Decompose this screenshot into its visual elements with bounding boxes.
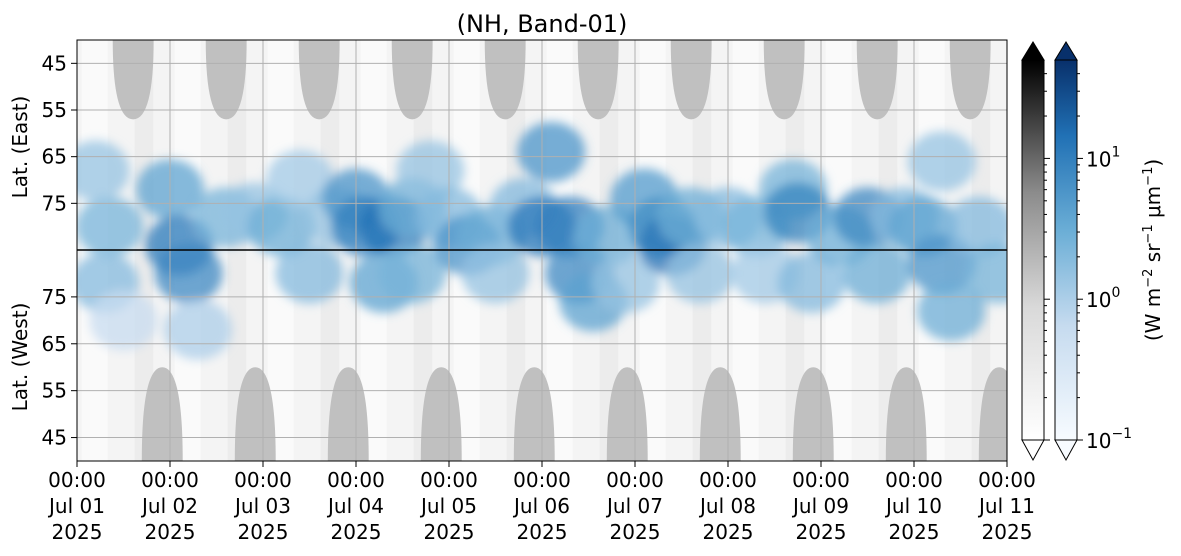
x-tick-date: Jul 09 [791, 494, 849, 518]
radiance-blob [89, 290, 158, 351]
x-tick-date: Jul 05 [419, 494, 477, 518]
colorbar-grey-body [1021, 59, 1045, 441]
radiance-blob [247, 196, 316, 257]
daytime-arc-east [856, 40, 898, 120]
x-tick-year: 2025 [424, 520, 475, 544]
x-tick-year: 2025 [145, 520, 196, 544]
daytime-arc-east [949, 40, 991, 120]
daytime-arc-east [577, 40, 619, 120]
x-tick-year: 2025 [517, 520, 568, 544]
y-tick-label: 45 [42, 426, 67, 450]
colorbar-grey [1021, 41, 1045, 462]
radiance-blob [275, 243, 344, 304]
x-tick-date: Jul 06 [512, 494, 570, 518]
colorbar-tick-label: 101 [1086, 144, 1120, 171]
radiance-blob [777, 252, 846, 313]
x-tick-time: 00:00 [606, 468, 664, 492]
x-tick-year: 2025 [796, 520, 847, 544]
x-tick-time: 00:00 [513, 468, 571, 492]
x-tick-time: 00:00 [48, 468, 106, 492]
x-tick-year: 2025 [703, 520, 754, 544]
x-tick-date: Jul 02 [140, 494, 198, 518]
radiance-blob [377, 243, 446, 304]
x-tick-date: Jul 10 [884, 494, 942, 518]
y-label-west: Lat. (West) [8, 303, 32, 412]
x-tick-time: 00:00 [699, 468, 757, 492]
radiance-blob [461, 243, 530, 304]
x-tick-date: Jul 08 [698, 494, 756, 518]
daytime-arc-east [484, 40, 526, 120]
colorbar-blue [1054, 41, 1078, 462]
y-tick-label: 65 [42, 332, 67, 356]
radiance-blob [163, 299, 232, 360]
radiance-blob [963, 243, 1007, 304]
colorbar-tick-label: 10−1 [1086, 426, 1132, 453]
colorbar-blue-extend-bottom [1054, 439, 1078, 462]
colorbar-tick-label: 100 [1086, 285, 1120, 312]
y-tick-label: 75 [42, 191, 67, 215]
x-tick-year: 2025 [52, 520, 103, 544]
x-tick-time: 00:00 [978, 468, 1036, 492]
daytime-arc-east [112, 40, 154, 120]
x-tick-date: Jul 03 [233, 494, 291, 518]
radiance-blobs [77, 122, 1007, 360]
x-tick-year: 2025 [610, 520, 661, 544]
x-tick-time: 00:00 [420, 468, 478, 492]
chart-title: (NH, Band-01) [457, 10, 628, 38]
x-tick-date: Jul 07 [605, 494, 663, 518]
radiance-blob [842, 243, 911, 304]
x-tick-year: 2025 [982, 520, 1033, 544]
radiance-blob [591, 252, 660, 313]
radiance-blob [666, 243, 735, 304]
daytime-arc-east [391, 40, 433, 120]
y-tick-label: 55 [42, 379, 67, 403]
x-tick-time: 00:00 [234, 468, 292, 492]
radiance-blob [917, 280, 986, 341]
x-tick-time: 00:00 [792, 468, 850, 492]
x-tick-date: Jul 04 [326, 494, 384, 518]
x-tick-time: 00:00 [885, 468, 943, 492]
x-tick-time: 00:00 [327, 468, 385, 492]
radiance-blob [154, 243, 223, 304]
daytime-arc-east [298, 40, 340, 120]
colorbar-blue-body [1054, 59, 1078, 441]
y-tick-label: 55 [42, 98, 67, 122]
x-tick-time: 00:00 [141, 468, 199, 492]
colorbar-grey-extend-bottom [1021, 439, 1045, 462]
radiance-blob [77, 140, 130, 201]
radiance-blob [945, 196, 1007, 257]
y-axis-ticks: 45 55 65 75 75 65 55 45 [42, 51, 77, 450]
radiance-blob [396, 140, 465, 201]
x-tick-date: Jul 11 [977, 494, 1035, 518]
y-tick-label: 65 [42, 145, 67, 169]
colorbar-label: (W m−2 sr−1 μm−1) [1141, 159, 1165, 341]
y-label-east: Lat. (East) [8, 96, 32, 199]
y-tick-label: 45 [42, 51, 67, 75]
radiance-blob [517, 122, 586, 182]
x-tick-year: 2025 [238, 520, 289, 544]
daytime-arc-east [670, 40, 712, 120]
daytime-arc-east [205, 40, 247, 120]
x-tick-year: 2025 [331, 520, 382, 544]
radiance-blob [77, 196, 144, 257]
x-tick-date: Jul 01 [47, 494, 105, 518]
x-tick-year: 2025 [889, 520, 940, 544]
radiance-blob [907, 131, 976, 192]
y-tick-label: 75 [42, 285, 67, 309]
colorbar-grey-extend-top [1021, 41, 1045, 61]
daytime-arc-east [763, 40, 805, 120]
colorbar-blue-extend-top [1054, 41, 1078, 61]
colorbar-ticks: 101 100 10−1 [1044, 73, 1132, 453]
plot-area [76, 39, 1008, 462]
